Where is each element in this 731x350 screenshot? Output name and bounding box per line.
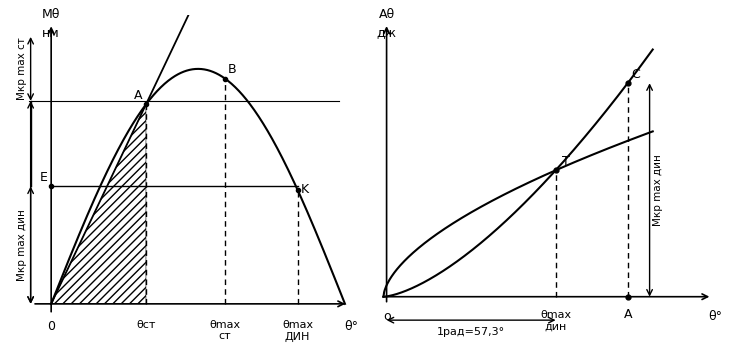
Text: Мкр max ст: Мкр max ст (18, 37, 28, 100)
Text: θmax
ДИН: θmax ДИН (282, 320, 313, 342)
Text: T: T (562, 155, 569, 168)
Text: E: E (40, 171, 48, 184)
Text: A: A (624, 308, 632, 321)
Text: нм: нм (42, 27, 60, 40)
Text: Мкр max дин: Мкр max дин (653, 154, 663, 226)
Text: θmax
дин: θmax дин (540, 310, 571, 332)
Text: C: C (631, 68, 640, 80)
Text: K: K (300, 183, 309, 196)
Text: θ°: θ° (344, 320, 358, 333)
Text: θст: θст (136, 320, 156, 330)
Text: B: B (228, 63, 237, 76)
Text: Mθ: Mθ (42, 8, 61, 21)
Text: Aθ: Aθ (379, 8, 395, 21)
Text: A: A (135, 89, 143, 102)
Text: 0: 0 (48, 320, 55, 333)
Text: Мкр max дин: Мкр max дин (18, 209, 28, 281)
Text: θmax
ст: θmax ст (209, 320, 240, 342)
Text: дж: дж (376, 26, 397, 39)
Text: o: o (383, 310, 390, 323)
Text: 1рад=57,3°: 1рад=57,3° (437, 327, 505, 337)
Text: θ°: θ° (708, 310, 722, 323)
